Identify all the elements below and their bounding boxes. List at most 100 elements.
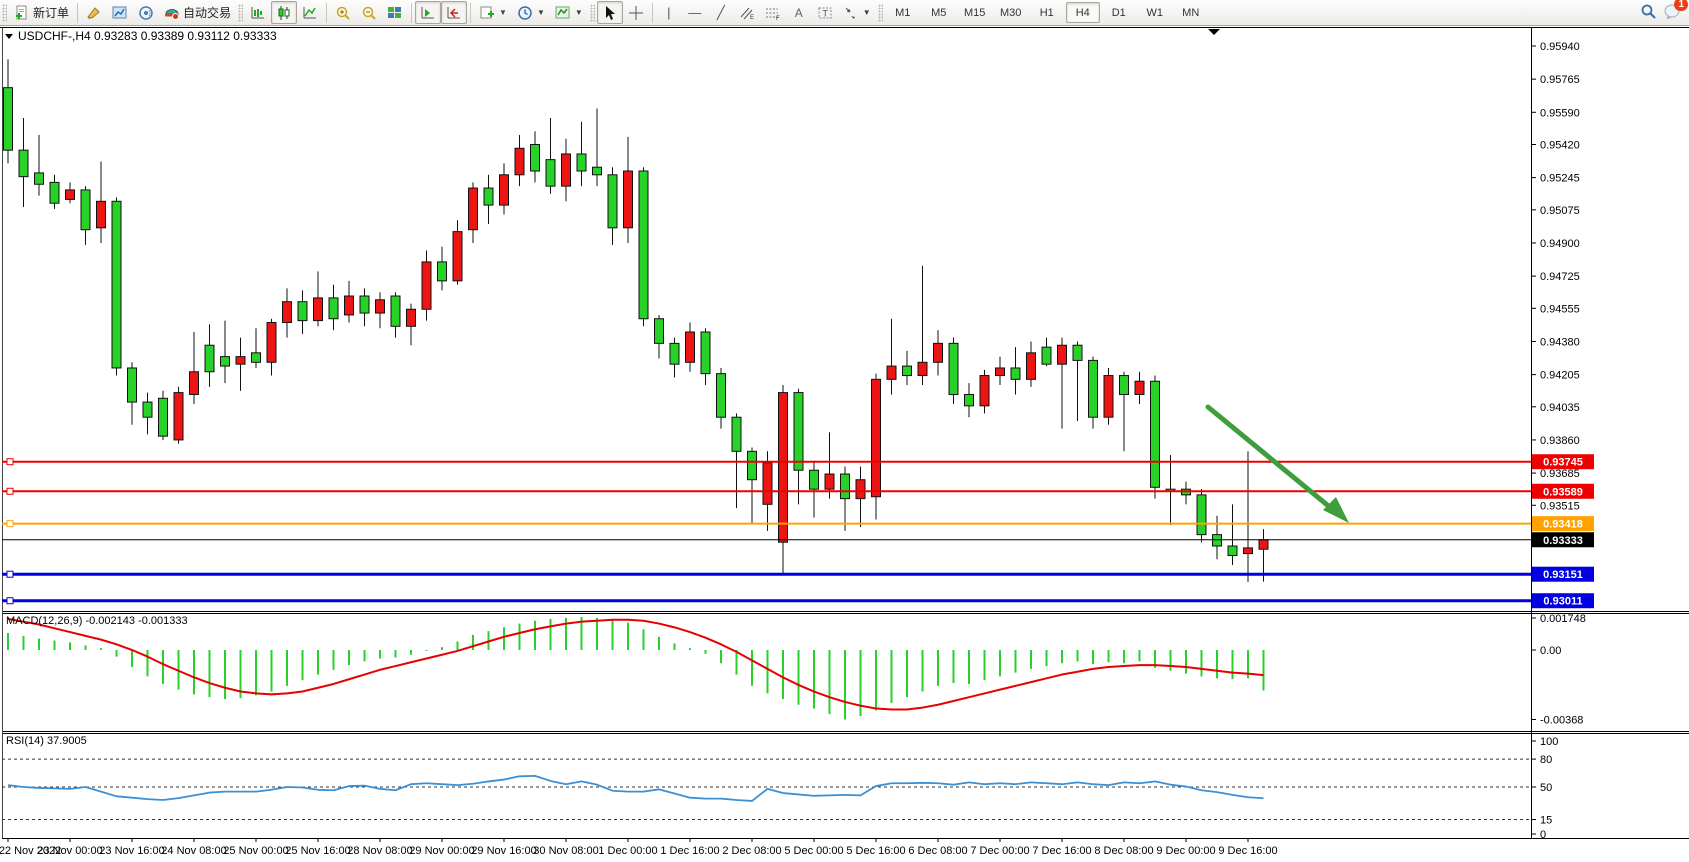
indicators-dropdown[interactable]: ▼ [550,1,588,24]
arrows-tool-dropdown[interactable]: ▼ [838,1,876,24]
hline-handle[interactable] [6,597,14,605]
candle-body[interactable] [592,166,602,176]
timeframe-button-w1[interactable]: W1 [1146,6,1163,19]
candle-body[interactable] [1243,547,1253,555]
trendline-tool-button[interactable]: ╱ [708,1,734,24]
candle-body[interactable] [747,450,757,481]
auto-scroll-button[interactable] [415,1,442,24]
candle-body[interactable] [685,331,695,363]
candle-body[interactable] [886,365,897,380]
collapse-triangle-icon[interactable] [5,34,13,39]
candle-body[interactable] [933,342,943,363]
line-chart-type-button[interactable] [297,1,323,24]
timeframe-button-h4[interactable]: H4 [1065,2,1100,23]
timeframe-button-h1[interactable]: H1 [1039,6,1054,19]
hline-handle[interactable] [6,458,14,466]
candle-body[interactable] [80,189,91,231]
candle-body[interactable] [1041,346,1052,365]
timeframe-button-d1[interactable]: D1 [1111,6,1126,19]
new-chart-dropdown[interactable]: ▼ [474,1,512,24]
candle-body[interactable] [514,147,525,176]
candle-body[interactable] [173,392,184,441]
vertical-line-tool-button[interactable]: | [656,1,682,24]
candle-body[interactable] [731,416,742,452]
candle-body[interactable] [375,299,385,314]
macd-indicator-panel[interactable]: MACD(12,26,9) -0.002143 -0.001333 0.00174… [6,613,1586,726]
timeframe-button-m15[interactable]: M15 [964,6,986,19]
candle-body[interactable] [328,297,339,320]
candle-body[interactable] [576,153,587,172]
candle-body[interactable] [483,187,494,206]
candle-body[interactable] [359,295,370,314]
candle-body[interactable] [545,159,556,187]
candle-body[interactable] [189,371,199,395]
candle-body[interactable] [995,367,1005,377]
trend-arrow-annotation[interactable] [1205,404,1349,523]
timeframe-button-mn[interactable]: MN [1182,6,1200,19]
new-order-button[interactable]: 新订单 [9,1,74,24]
toolbar-drag-handle[interactable] [2,3,7,22]
zoom-out-button[interactable] [356,1,382,24]
candle-body[interactable] [142,401,153,418]
text-label-tool-button[interactable]: T [812,1,838,24]
signals-button[interactable] [133,1,159,24]
candle-body[interactable] [1057,344,1067,365]
fibonacci-tool-button[interactable]: F [760,1,786,24]
candle-body[interactable] [65,189,75,200]
candle-body[interactable] [1134,380,1145,395]
toolbar-drag-handle[interactable] [589,3,595,22]
candle-body[interactable] [452,231,463,282]
cursor-tool-button[interactable] [596,1,623,24]
candle-body[interactable] [204,344,215,373]
candle-body[interactable] [871,378,881,498]
candle-body[interactable] [948,342,959,395]
timeframe-button-m5[interactable]: M5 [931,6,947,19]
candle-body[interactable] [1103,375,1114,418]
autotrading-button[interactable]: 自动交易 [159,1,236,24]
candle-body[interactable] [1026,352,1036,380]
price-chart[interactable]: USDCHF-,H4 0.93283 0.93389 0.93112 0.933… [0,26,1689,862]
channel-tool-button[interactable]: E [734,1,760,24]
candle-body[interactable] [1227,545,1238,556]
candle-body[interactable] [917,361,928,377]
candle-body[interactable] [235,356,246,365]
zoom-in-button[interactable] [330,1,356,24]
candle-body[interactable] [979,375,990,407]
candle-body[interactable] [793,392,804,471]
candle-body[interactable] [654,318,664,344]
candle-body[interactable] [1150,380,1160,488]
candle-body[interactable] [158,397,168,437]
candle-body[interactable] [1196,494,1207,536]
candle-body[interactable] [251,352,261,363]
candle-body[interactable] [220,356,230,367]
candle-body[interactable] [638,170,649,320]
candle-body[interactable] [964,393,974,407]
candle-body[interactable] [49,181,60,204]
candle-body[interactable] [127,367,137,403]
candle-body[interactable] [344,295,354,316]
candle-body[interactable] [561,153,571,187]
crosshair-tool-button[interactable] [623,1,649,24]
rsi-indicator-panel[interactable]: RSI(14) 37.9005 100 80 50 15 0 [2,735,1558,841]
chart-window[interactable]: USDCHF-,H4 0.93283 0.93389 0.93112 0.933… [0,26,1689,862]
candle-body[interactable] [390,295,401,327]
candle-body[interactable] [855,479,866,500]
toolbar-drag-handle[interactable] [877,3,883,22]
candle-body[interactable] [297,301,308,322]
hline-handle[interactable] [6,520,14,528]
candle-body[interactable] [1010,367,1021,380]
hline-handle[interactable] [6,570,14,578]
text-tool-button[interactable]: A [786,1,812,24]
candle-body[interactable] [1119,375,1129,395]
candle-body[interactable] [530,143,540,172]
candle-body[interactable] [762,462,773,505]
candle-body[interactable] [3,87,13,151]
candle-body[interactable] [111,200,122,369]
toolbar-drag-handle[interactable] [238,3,244,22]
candle-body[interactable] [607,174,618,229]
candlestick-chart-type-button[interactable] [271,1,298,24]
timeframe-button-m1[interactable]: M1 [895,6,911,19]
candle-body[interactable] [1258,539,1269,550]
bar-chart-type-button[interactable] [245,1,271,24]
candle-body[interactable] [700,331,711,375]
